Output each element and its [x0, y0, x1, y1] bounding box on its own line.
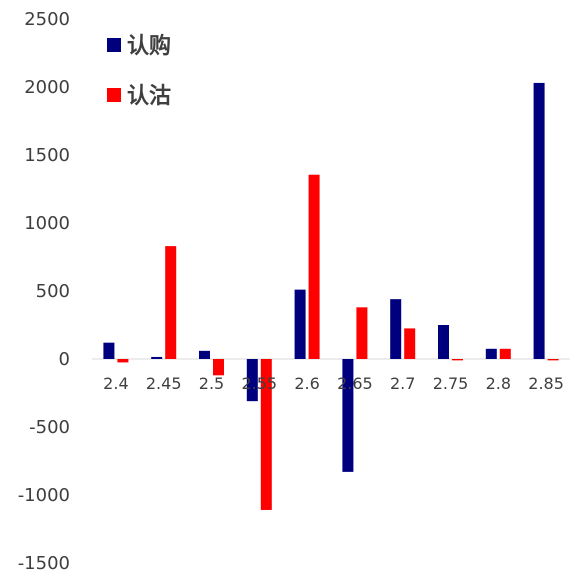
y-axis-ticks: 2500 2000 1500 1000 500 0 -500 -1000 -1500: [18, 9, 70, 574]
bar-series-1: [103, 342, 115, 359]
bar-series-1: [390, 299, 402, 359]
y-tick-label: 0: [59, 349, 70, 370]
y-tick-label: 2500: [24, 9, 70, 30]
x-tick-label: 2.7: [390, 374, 415, 393]
x-tick-label: 2.75: [433, 374, 469, 393]
y-tick-label: -1500: [18, 553, 70, 574]
bar-series-1: [199, 350, 210, 359]
x-tick-label: 2.65: [337, 374, 373, 393]
legend-item-series-1: 认购: [107, 33, 171, 59]
bar-series-2: [308, 174, 320, 359]
x-tick-label: 2.6: [294, 374, 319, 393]
bar-series-1: [151, 356, 163, 359]
x-tick-label: 2.4: [103, 374, 128, 393]
y-tick-label: -500: [29, 417, 70, 438]
x-tick-label: 2.45: [146, 374, 182, 393]
bar-series-1: [533, 82, 545, 360]
bar-series-2: [213, 359, 224, 376]
bar-series-2: [356, 307, 368, 359]
bar-series-2: [499, 348, 511, 359]
legend-label-series-2: 认沽: [127, 84, 171, 109]
y-tick-label: 1000: [24, 213, 70, 234]
legend-label-series-1: 认购: [127, 33, 171, 59]
bar-series-2: [260, 359, 272, 510]
bar-series-2: [547, 359, 559, 361]
bar-series-1: [246, 359, 258, 402]
bar-series-2: [452, 359, 463, 361]
x-axis-ticks: 2.4 2.45 2.5 2.55 2.6 2.65 2.7 2.75 2.8 2.85: [103, 374, 564, 393]
legend: 认购 认沽: [107, 33, 171, 109]
bar-series-1: [342, 359, 354, 472]
y-tick-label: 2000: [24, 77, 70, 98]
bar-series-2: [117, 359, 129, 363]
y-tick-label: 1500: [24, 145, 70, 166]
bar-series-2: [404, 328, 416, 359]
bars: [103, 82, 559, 510]
x-tick-label: 2.55: [241, 374, 277, 393]
x-tick-label: 2.5: [199, 374, 224, 393]
legend-item-series-2: 认沽: [107, 84, 171, 109]
x-tick-label: 2.85: [528, 374, 564, 393]
legend-swatch-series-1: [107, 38, 121, 52]
legend-swatch-series-2: [107, 88, 121, 102]
y-tick-label: -1000: [18, 485, 70, 506]
bar-series-2: [165, 246, 177, 359]
bar-series-1: [294, 289, 306, 359]
bar-series-1: [438, 325, 449, 359]
x-tick-label: 2.8: [486, 374, 511, 393]
y-tick-label: 500: [36, 281, 70, 302]
bar-series-1: [485, 348, 497, 359]
